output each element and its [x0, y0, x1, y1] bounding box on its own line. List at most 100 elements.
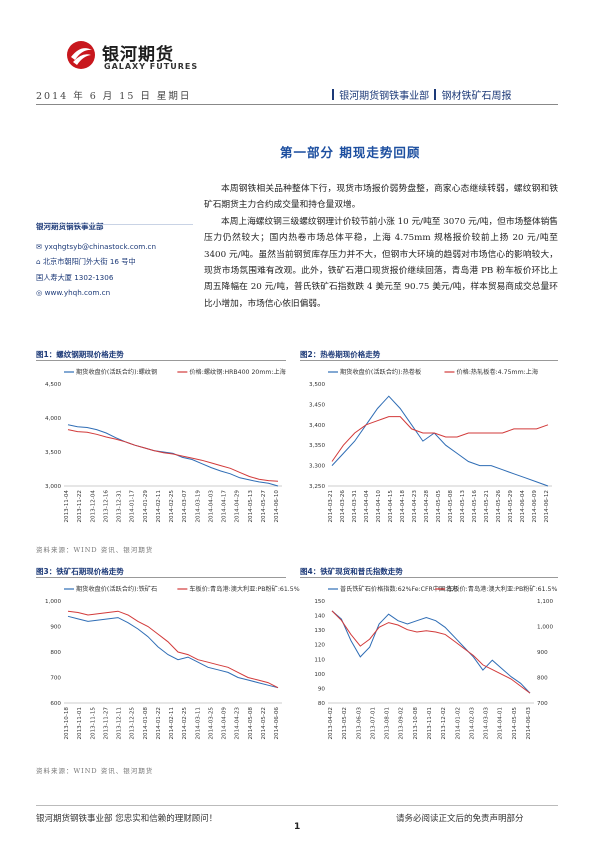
contact-org: 银河期货钢铁事业部	[36, 222, 104, 231]
series-line	[67, 424, 279, 487]
x-tick-label: 2014-04-09	[222, 707, 228, 740]
legend-label: 价格:螺纹钢:HRB400 20mm:上海	[189, 368, 285, 376]
page-number: 1	[294, 822, 301, 832]
y-tick-label: 3,300	[309, 464, 325, 470]
x-tick-label: 2013-12-25	[130, 707, 136, 740]
y-tick-label: 90	[318, 686, 326, 692]
figure-2-chart: 期货收盘价(活跃合约):热卷板 价格:热轧板卷:4.75mm:上海 3,500 3,4…	[300, 364, 558, 534]
y-tick-label: 110	[314, 657, 325, 663]
x-tick-label: 2013-11-22	[77, 490, 83, 523]
x-tick-label: 2014-06-04	[520, 490, 526, 523]
y2-tick-label: 700	[537, 701, 548, 707]
x-tick-label: 2014-03-11	[195, 707, 201, 740]
x-tick-label: 2014-03-26	[340, 490, 346, 523]
figure-source-1: 资料来源：WIND 资讯、银河期货	[36, 546, 154, 554]
x-tick-label: 2014-01-08	[143, 707, 149, 740]
chart-svg: 期货收盘价(活跃合约):热卷板 价格:热轧板卷:4.75mm:上海 3,500 3,4…	[309, 368, 552, 523]
x-tick-label: 2014-01-02	[455, 707, 461, 740]
x-tick-label: 2013-12-04	[90, 490, 96, 523]
chart-svg: 普氏铁矿石价格指数:62%Fe:CFR中国北方车板价:青岛港:澳大利亚:PB粉矿…	[314, 585, 557, 740]
x-tick-label: 2014-06-09	[532, 490, 538, 523]
x-tick-label: 2014-02-11	[156, 490, 162, 523]
chart-svg: 期货收盘价(活跃合约):铁矿石 车板价:青岛港:澳大利亚:PB粉矿:61.5% 1,…	[45, 585, 300, 740]
footer-disclaimer: 请务必阅读正文后的免责声明部分	[396, 814, 524, 824]
y-tick-label: 800	[50, 650, 61, 656]
footer-divider	[36, 805, 558, 806]
x-tick-label: 2013-11-01	[77, 707, 83, 740]
email-icon: ✉	[36, 241, 45, 251]
figure-2-rule	[300, 360, 558, 361]
y-tick-label: 600	[50, 701, 61, 707]
figure-3-title: 图3：铁矿石期现价格走势	[36, 567, 124, 576]
legend-label: 价格:热轧板卷:4.75mm:上海	[456, 368, 538, 376]
contact-website[interactable]: ◎ www.yhqh.com.cn	[36, 288, 111, 297]
series-line	[67, 429, 279, 482]
figure-3-rule	[36, 577, 286, 578]
contact-divider	[48, 224, 193, 225]
series-line	[331, 416, 549, 462]
x-tick-label: 2014-03-21	[328, 490, 334, 523]
x-tick-label: 2014-05-08	[248, 707, 254, 740]
figure-1-rule	[36, 360, 286, 361]
series-line	[67, 615, 279, 689]
x-tick-label: 2013-07-01	[370, 707, 376, 740]
x-tick-label: 2014-05-29	[508, 490, 514, 523]
contact-address-2: 国人寿大厦 1302-1306	[36, 272, 114, 282]
x-tick-label: 2013-12-31	[117, 490, 123, 523]
x-tick-label: 2014-06-12	[544, 490, 550, 523]
x-tick-label: 2013-04-02	[328, 707, 334, 740]
figure-1-chart: 期货收盘价(活跃合约):螺纹钢 价格:螺纹钢:HRB400 20mm:上海 4,50…	[36, 364, 288, 534]
section-title: 第一部分 期现走势回顾	[280, 145, 421, 160]
x-tick-label: 2014-04-15	[388, 490, 394, 523]
x-tick-label: 2014-02-25	[182, 707, 188, 740]
summary-paragraph-2: 本周上海螺纹钢三级螺纹钢理计价较节前小涨 10 元/吨至 3070 元/吨，但市…	[204, 216, 558, 309]
x-tick-label: 2013-11-27	[103, 707, 109, 740]
x-tick-label: 2013-12-11	[117, 707, 123, 740]
series-line	[331, 610, 531, 694]
x-tick-label: 2014-03-25	[208, 707, 214, 740]
y-tick-label: 3,450	[309, 402, 325, 408]
x-tick-label: 2014-05-05	[512, 707, 518, 740]
x-tick-label: 2014-04-01	[498, 707, 504, 740]
series-line	[331, 395, 549, 487]
x-tick-label: 2014-05-16	[472, 490, 478, 523]
chart-svg: 期货收盘价(活跃合约):螺纹钢 价格:螺纹钢:HRB400 20mm:上海 4,50…	[45, 368, 286, 523]
globe-icon: ◎	[36, 288, 45, 297]
y-tick-label: 150	[314, 599, 325, 605]
y2-tick-label: 900	[537, 650, 548, 656]
x-tick-label: 2014-05-13	[248, 490, 254, 523]
y-tick-label: 4,000	[45, 416, 61, 422]
y-tick-label: 3,500	[309, 382, 325, 388]
x-tick-label: 2014-04-23	[235, 707, 241, 740]
figure-4-chart: 普氏铁矿石价格指数:62%Fe:CFR中国北方 车板价:青岛港:澳大利亚:PB粉矿…	[300, 581, 558, 751]
y-tick-label: 120	[314, 643, 325, 649]
y-tick-label: 3,250	[309, 484, 325, 490]
legend-label: 普氏铁矿石价格指数:62%Fe:CFR中国北方	[340, 585, 458, 593]
y-tick-label: 4,500	[45, 382, 61, 388]
x-tick-label: 2013-05-02	[342, 707, 348, 740]
x-tick-label: 2014-03-19	[195, 490, 201, 523]
y-tick-label: 900	[50, 625, 61, 631]
x-tick-label: 2014-04-03	[208, 490, 214, 523]
y-tick-label: 3,350	[309, 443, 325, 449]
y-tick-label: 140	[314, 614, 325, 620]
x-tick-label: 2014-06-03	[526, 707, 532, 740]
x-tick-label: 2014-04-29	[235, 490, 241, 523]
legend-label: 期货收盘价(活跃合约):热卷板	[340, 368, 421, 376]
x-tick-label: 2014-04-18	[400, 490, 406, 523]
series-line	[67, 610, 279, 689]
contact-address: ⌂ 北京市朝阳门外大街 16 号中	[36, 257, 136, 266]
figure-4-rule	[300, 577, 558, 578]
y-tick-label: 3,400	[309, 423, 325, 429]
contact-email[interactable]: ✉ yxqhgtsyb@chinastock.com.cn	[36, 241, 157, 251]
y2-tick-label: 800	[537, 676, 548, 682]
series-line	[331, 610, 531, 694]
x-tick-label: 2014-05-08	[448, 490, 454, 523]
y-tick-label: 3,500	[45, 450, 61, 456]
x-tick-label: 2014-06-10	[274, 490, 280, 523]
summary-text: 本周钢铁相关品种整体下行，现货市场报价弱势盘整，商家心态继续转弱，螺纹钢和铁矿石…	[204, 181, 558, 312]
legend-label: 期货收盘价(活跃合约):铁矿石	[76, 585, 157, 593]
department-label: 银河期货钢铁事业部	[339, 91, 430, 102]
x-tick-label: 2014-02-11	[169, 707, 175, 740]
y-tick-label: 80	[318, 701, 326, 707]
